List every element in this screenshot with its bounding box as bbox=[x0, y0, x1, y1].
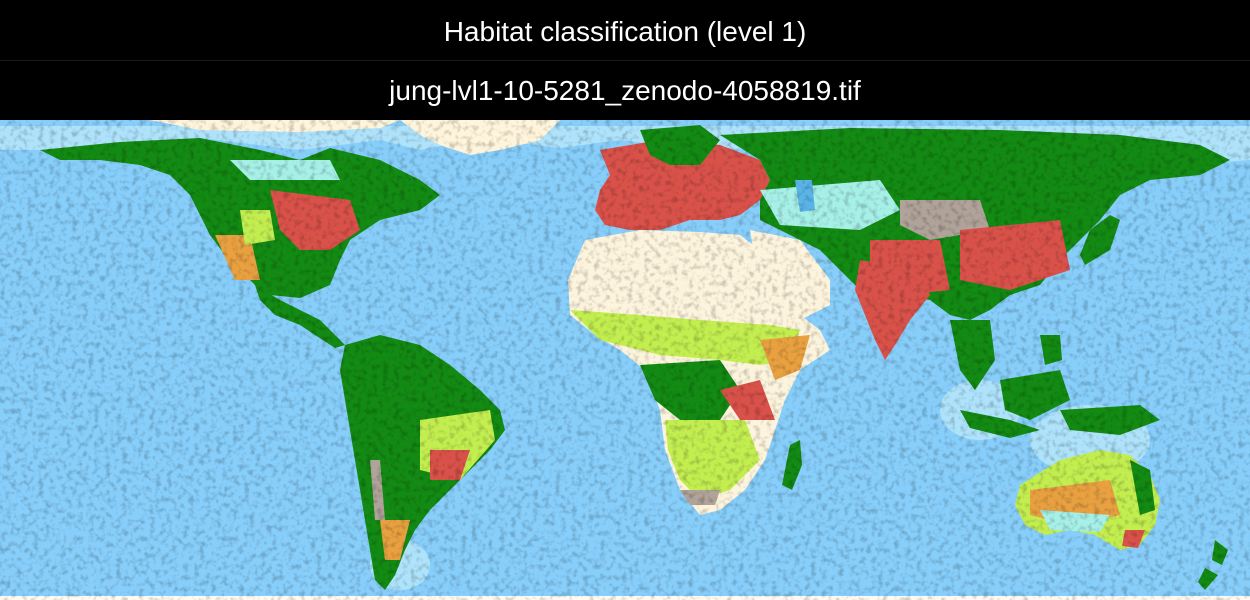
map-title: Habitat classification (level 1) bbox=[443, 16, 807, 47]
map-header: Habitat classification (level 1) jung-lv… bbox=[0, 0, 1250, 120]
habitat-map[interactable] bbox=[0, 120, 1250, 600]
header-divider bbox=[0, 60, 1250, 61]
habitat-map-svg bbox=[0, 120, 1250, 600]
map-subtitle: jung-lvl1-10-5281_zenodo-4058819.tif bbox=[389, 75, 861, 106]
habitat-speckle bbox=[0, 120, 1250, 600]
